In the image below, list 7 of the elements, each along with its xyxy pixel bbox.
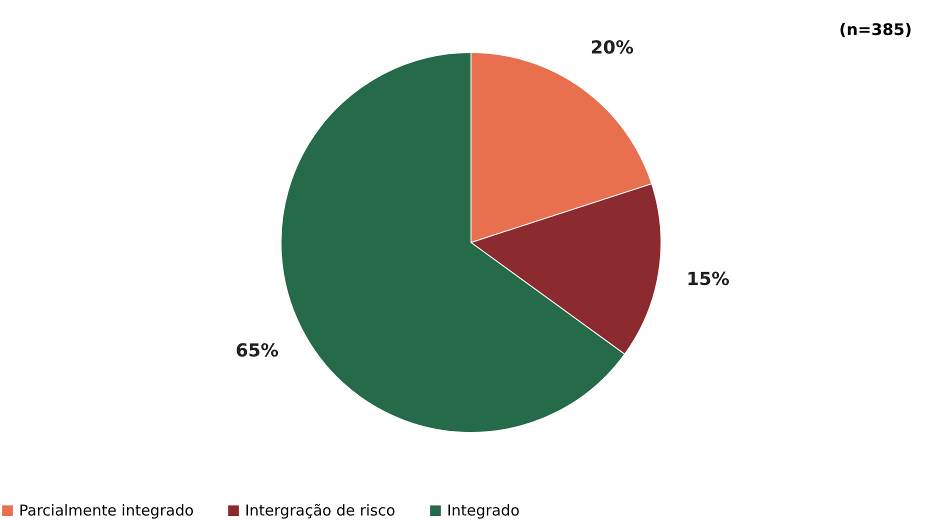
- data-label: 15%: [686, 269, 730, 290]
- legend-label: Integrado: [447, 502, 520, 520]
- legend-label: Intergração de risco: [245, 502, 396, 520]
- data-label: 65%: [236, 340, 279, 362]
- legend-label: Parcialmente integrado: [19, 502, 194, 520]
- text: (n=385): [839, 20, 912, 39]
- data-label: 20%: [590, 37, 634, 58]
